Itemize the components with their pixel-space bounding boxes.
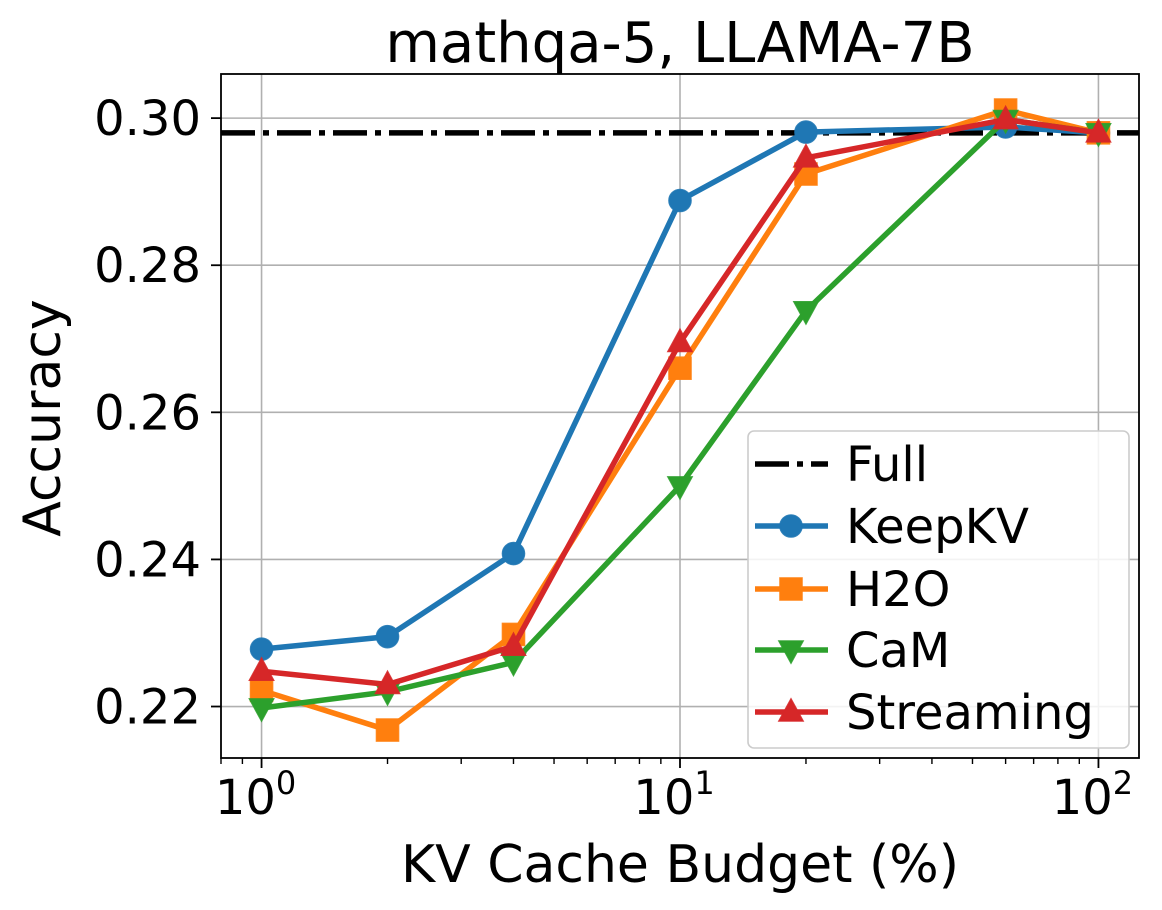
legend-label-keepkv: KeepKV — [846, 499, 1029, 555]
legend-label-h2o: H2O — [846, 562, 950, 618]
x-tick-base: 10 — [1052, 770, 1113, 826]
legend-marker-cam — [777, 640, 805, 665]
y-tick-label: 0.24 — [94, 532, 201, 588]
data-point-keepkv — [668, 188, 692, 213]
chart-title: mathqa-5, LLAMA-7B — [385, 11, 974, 76]
data-point-keepkv — [501, 541, 526, 566]
x-tick-exponent: 1 — [694, 764, 714, 802]
legend-label-cam: CaM — [846, 623, 950, 679]
data-point-cam — [666, 476, 694, 501]
data-point-h2o — [375, 718, 400, 742]
x-tick-exponent: 0 — [276, 764, 296, 802]
data-point-streaming — [374, 669, 401, 695]
data-point-cam — [248, 698, 275, 723]
y-tick-label: 0.22 — [94, 680, 201, 736]
x-tick-label: 101 — [633, 764, 714, 826]
series-streaming — [248, 104, 1112, 695]
legend-marker-h2o — [779, 577, 803, 601]
y-axis-label: Accuracy — [13, 299, 73, 536]
data-point-streaming — [992, 104, 1019, 130]
data-point-cam — [792, 301, 820, 326]
legend-marker-keepkv — [779, 514, 803, 538]
data-point-keepkv — [794, 120, 818, 144]
data-point-streaming — [792, 143, 820, 168]
data-point-streaming — [248, 656, 275, 682]
series-layer — [248, 98, 1112, 742]
x-axis-label: KV Cache Budget (%) — [401, 835, 959, 895]
grid — [221, 74, 1139, 758]
x-tick-label: 102 — [1052, 764, 1133, 826]
y-tick-label: 0.30 — [94, 91, 201, 147]
y-tick-label: 0.28 — [94, 238, 201, 294]
x-tick-base: 10 — [633, 770, 694, 826]
data-point-streaming — [1085, 118, 1112, 143]
legend-label-full: Full — [846, 437, 928, 493]
legend-label-streaming: Streaming — [846, 685, 1094, 741]
legend-marker-streaming — [777, 697, 805, 722]
y-tick-label: 0.26 — [94, 385, 201, 441]
data-point-streaming — [500, 631, 527, 657]
data-point-h2o — [249, 678, 274, 703]
data-point-streaming — [666, 327, 694, 353]
data-point-keepkv — [375, 624, 400, 649]
x-tick-label: 100 — [215, 764, 296, 826]
legend-box — [747, 430, 1130, 749]
x-tick-exponent: 2 — [1113, 764, 1133, 802]
x-tick-base: 10 — [215, 770, 276, 826]
